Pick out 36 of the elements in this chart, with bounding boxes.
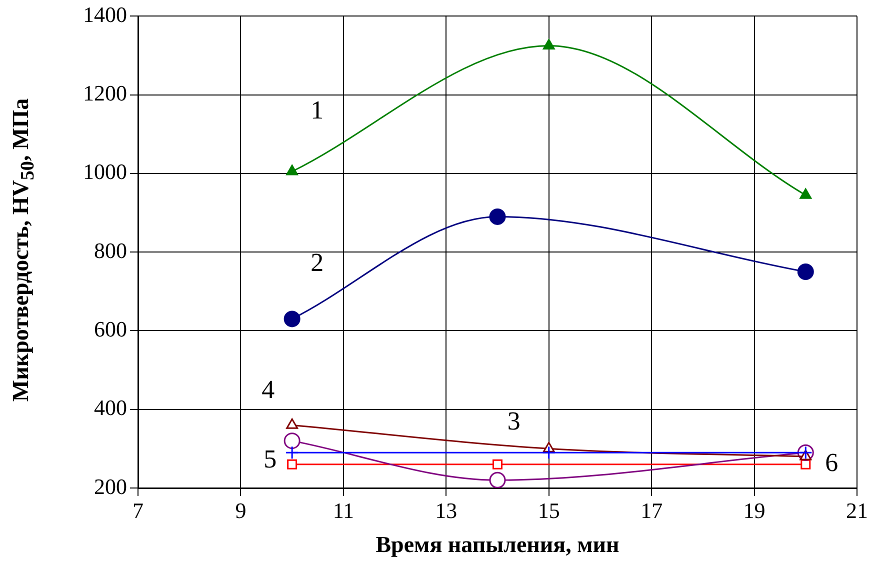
- y-tick-label: 800: [94, 238, 127, 263]
- point: [489, 208, 506, 225]
- x-tick-label: 7: [132, 498, 144, 523]
- series-label: 1: [310, 95, 324, 124]
- series-label: 2: [310, 248, 324, 277]
- y-tick-label: 1200: [83, 80, 127, 106]
- x-tick-label: 11: [332, 498, 354, 523]
- series-label: 5: [264, 444, 277, 474]
- x-tick-label: 15: [538, 498, 560, 523]
- point: [489, 472, 506, 488]
- x-tick-label: 19: [743, 498, 766, 523]
- x-tick-label: 17: [640, 498, 663, 523]
- y-tick-label: 1000: [83, 159, 127, 184]
- point: [800, 188, 812, 199]
- series-label: 4: [262, 374, 275, 404]
- series-label: 3: [507, 406, 520, 436]
- point: [286, 164, 298, 176]
- point: [287, 459, 298, 470]
- point: [284, 432, 300, 450]
- point: [286, 418, 298, 429]
- point: [797, 264, 814, 280]
- y-tick-label: 400: [94, 395, 127, 420]
- series-label: 6: [825, 448, 838, 478]
- point: [284, 310, 300, 328]
- point: [285, 446, 299, 460]
- x-tick-label: 9: [235, 498, 246, 523]
- y-tick-label: 600: [94, 316, 127, 342]
- x-axis-title: Время напыления, мин: [376, 532, 620, 558]
- point: [542, 38, 555, 50]
- x-tick-label: 21: [846, 498, 868, 523]
- y-tick-label: 200: [94, 474, 127, 499]
- point: [492, 459, 502, 470]
- point: [800, 459, 811, 470]
- x-tick-label: 13: [435, 498, 458, 523]
- point: [542, 446, 556, 460]
- y-tick-label: 1400: [83, 2, 127, 27]
